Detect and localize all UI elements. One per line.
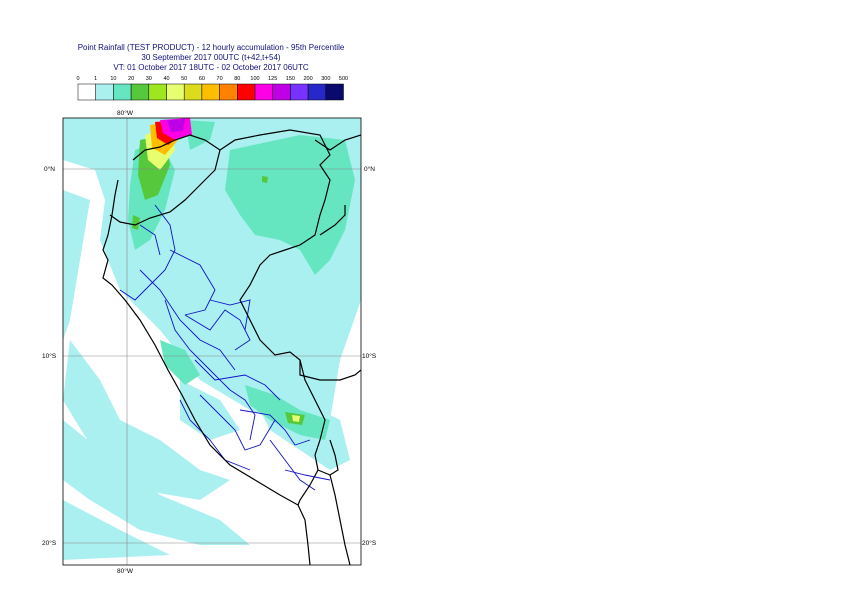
legend-threshold-label: 20: [128, 76, 134, 82]
legend-threshold-label: 60: [199, 76, 205, 82]
legend-threshold-label: 80: [234, 76, 240, 82]
map-frame: [62, 117, 362, 566]
legend-threshold-label: 40: [163, 76, 169, 82]
legend-threshold-label: 200: [304, 76, 313, 82]
legend-threshold-label: 100: [250, 76, 259, 82]
legend-threshold-label: 150: [286, 76, 295, 82]
legend-threshold-label: 0: [76, 76, 79, 82]
lat-label-left-10: 10°S: [42, 352, 57, 360]
chart-subtitle-run: 30 September 2017 00UTC (t+42,t+54): [141, 53, 281, 62]
legend-threshold-label: 300: [321, 76, 330, 82]
chart-subtitle-validity: VT: 01 October 2017 18UTC - 02 October 2…: [113, 63, 309, 72]
country-borders: [102, 129, 361, 565]
lat-label-right-10: 10°S: [362, 352, 377, 360]
rain-area-heavy: [132, 118, 305, 425]
region-borders: [119, 204, 331, 491]
lat-label-left-0: 0°N: [44, 165, 55, 173]
graticule: [63, 118, 361, 565]
legend-threshold-label: 500: [339, 76, 348, 82]
chart-title: Point Rainfall (TEST PRODUCT) - 12 hourl…: [77, 43, 345, 52]
lat-label-right-20: 20°S: [362, 539, 377, 547]
legend-threshold-label: 125: [268, 76, 277, 82]
legend-threshold-label: 30: [146, 76, 152, 82]
lat-label-right-0: 0°N: [364, 165, 375, 173]
lon-label-top: 80°W: [117, 109, 134, 117]
legend-threshold-label: 1: [94, 76, 97, 82]
color-legend: 0 1 10 20 30 40 50 60 70 80 100 125 150 200 300 500: [76, 76, 348, 101]
lat-label-left-20: 20°S: [42, 539, 57, 547]
lon-label-bottom: 80°W: [117, 567, 134, 575]
legend-color-box: [325, 83, 344, 101]
legend-threshold-label: 50: [181, 76, 187, 82]
legend-threshold-label: 10: [110, 76, 116, 82]
legend-threshold-label: 70: [217, 76, 223, 82]
